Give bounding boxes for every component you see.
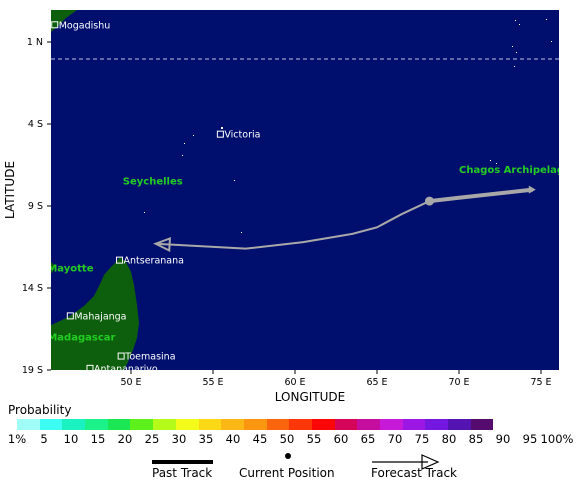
probability-swatch	[448, 419, 471, 430]
probability-percent-label: 80	[441, 432, 457, 446]
probability-percent-label: 35	[198, 432, 214, 446]
city-marker	[116, 256, 124, 264]
probability-percent-label: 75	[414, 432, 430, 446]
probability-percent-label: 65	[360, 432, 376, 446]
probability-swatch	[221, 419, 244, 430]
probability-swatch	[357, 419, 380, 430]
lon-tick-label: 75 E	[530, 377, 551, 388]
probability-swatch	[380, 419, 403, 430]
past-track-label: Past Track	[152, 466, 213, 480]
cities-layer: Mogadishu Victoria Antseranana Mahajanga Toe…	[51, 20, 260, 375]
y-axis-title: LATITUDE	[3, 161, 17, 219]
city-label: Antseranana	[124, 256, 184, 267]
probability-percent-label: 60	[333, 432, 349, 446]
probability-swatch	[311, 419, 335, 430]
probability-percent-labels: 1% 5 10 15 20 25 30 35 40 45 50 55 60 65 70 75 80 85 90 95 1…	[0, 432, 580, 446]
city-label: Mogadishu	[59, 20, 111, 31]
city-marker	[86, 364, 94, 370]
regions-layer: Seychelles Chagos Archipelago Mayotte Madag…	[47, 165, 571, 343]
probability-swatch	[334, 419, 358, 430]
probability-swatch	[402, 419, 426, 430]
lat-tick-label: 19 S	[22, 365, 43, 376]
probability-color-scale	[17, 419, 494, 430]
probability-swatch	[198, 419, 222, 430]
current-position-key-dot	[285, 453, 291, 459]
probability-percent-label: 5	[40, 432, 48, 446]
lat-tick-label: 14 S	[22, 283, 43, 294]
track-key	[152, 453, 440, 470]
lon-tick-label: 60 E	[284, 377, 305, 388]
probability-swatch	[107, 419, 131, 430]
city-label: Mahajanga	[74, 311, 126, 322]
track-layer	[153, 185, 536, 253]
probability-percent-label: 25	[144, 432, 160, 446]
lon-tick-label: 55 E	[202, 377, 223, 388]
probability-swatch	[266, 419, 290, 430]
probability-swatch	[175, 419, 199, 430]
lat-tick-label: 4 S	[28, 119, 43, 130]
probability-swatch	[153, 419, 176, 430]
probability-percent-label: 10	[63, 432, 79, 446]
probability-swatch	[243, 419, 267, 430]
city-marker	[216, 130, 224, 138]
probability-swatch	[425, 419, 449, 430]
region-label: Seychelles	[123, 177, 183, 188]
region-label: Mayotte	[47, 264, 93, 275]
probability-percent-label: 100%	[540, 432, 574, 446]
probability-percent-label: 70	[387, 432, 403, 446]
lon-tick-label: 70 E	[448, 377, 469, 388]
x-axis-title: LONGITUDE	[275, 390, 345, 404]
axis-ticks: 50 E 55 E 60 E 65 E 70 E 75 E 1 N 4 S 9 S 14 S 19 …	[22, 37, 552, 388]
lon-tick-label: 50 E	[120, 377, 141, 388]
comoros-landmass	[51, 262, 55, 273]
probability-percent-label: 50	[279, 432, 295, 446]
current-position-label: Current Position	[239, 466, 335, 480]
probability-swatch	[39, 419, 63, 430]
region-label: Madagascar	[47, 332, 115, 343]
madagascar-landmass	[51, 257, 139, 370]
forecast-track-line	[155, 200, 430, 250]
forecast-track-arrow	[153, 237, 171, 253]
probability-swatch	[130, 419, 154, 430]
probability-swatch	[17, 419, 40, 430]
past-track-start	[528, 185, 536, 194]
city-marker	[66, 312, 74, 320]
probability-percent-label: 55	[306, 432, 322, 446]
probability-percent-label: 45	[252, 432, 268, 446]
probability-percent-label: 1%	[7, 432, 27, 446]
probability-swatch	[85, 419, 108, 430]
somalia-landmass	[51, 10, 77, 32]
past-track-line	[429, 187, 534, 204]
current-position-marker	[424, 196, 434, 206]
city-marker	[117, 352, 125, 360]
island-dots	[144, 19, 552, 233]
probability-percent-label: 15	[90, 432, 106, 446]
lat-tick-label: 1 N	[27, 37, 43, 48]
probability-swatch	[289, 419, 312, 430]
probability-swatch	[470, 419, 494, 430]
city-label: Victoria	[224, 130, 260, 141]
forecast-track-label: Forecast Track	[371, 466, 457, 480]
probability-percent-label: 90	[495, 432, 511, 446]
probability-percent-label: 95	[522, 432, 538, 446]
lon-tick-label: 65 E	[366, 377, 387, 388]
lat-tick-label: 9 S	[28, 201, 43, 212]
probability-percent-label: 85	[468, 432, 484, 446]
probability-percent-label: 20	[117, 432, 133, 446]
city-marker	[51, 21, 59, 29]
probability-percent-label: 30	[171, 432, 187, 446]
city-label: Antananarivo	[94, 364, 158, 375]
probability-percent-label: 40	[225, 432, 241, 446]
probability-swatch	[62, 419, 86, 430]
city-label: Toemasina	[124, 352, 175, 363]
probability-title: Probability	[8, 403, 72, 417]
forecast-track-key-arrow	[421, 454, 440, 470]
region-label: Chagos Archipelago	[459, 165, 571, 176]
